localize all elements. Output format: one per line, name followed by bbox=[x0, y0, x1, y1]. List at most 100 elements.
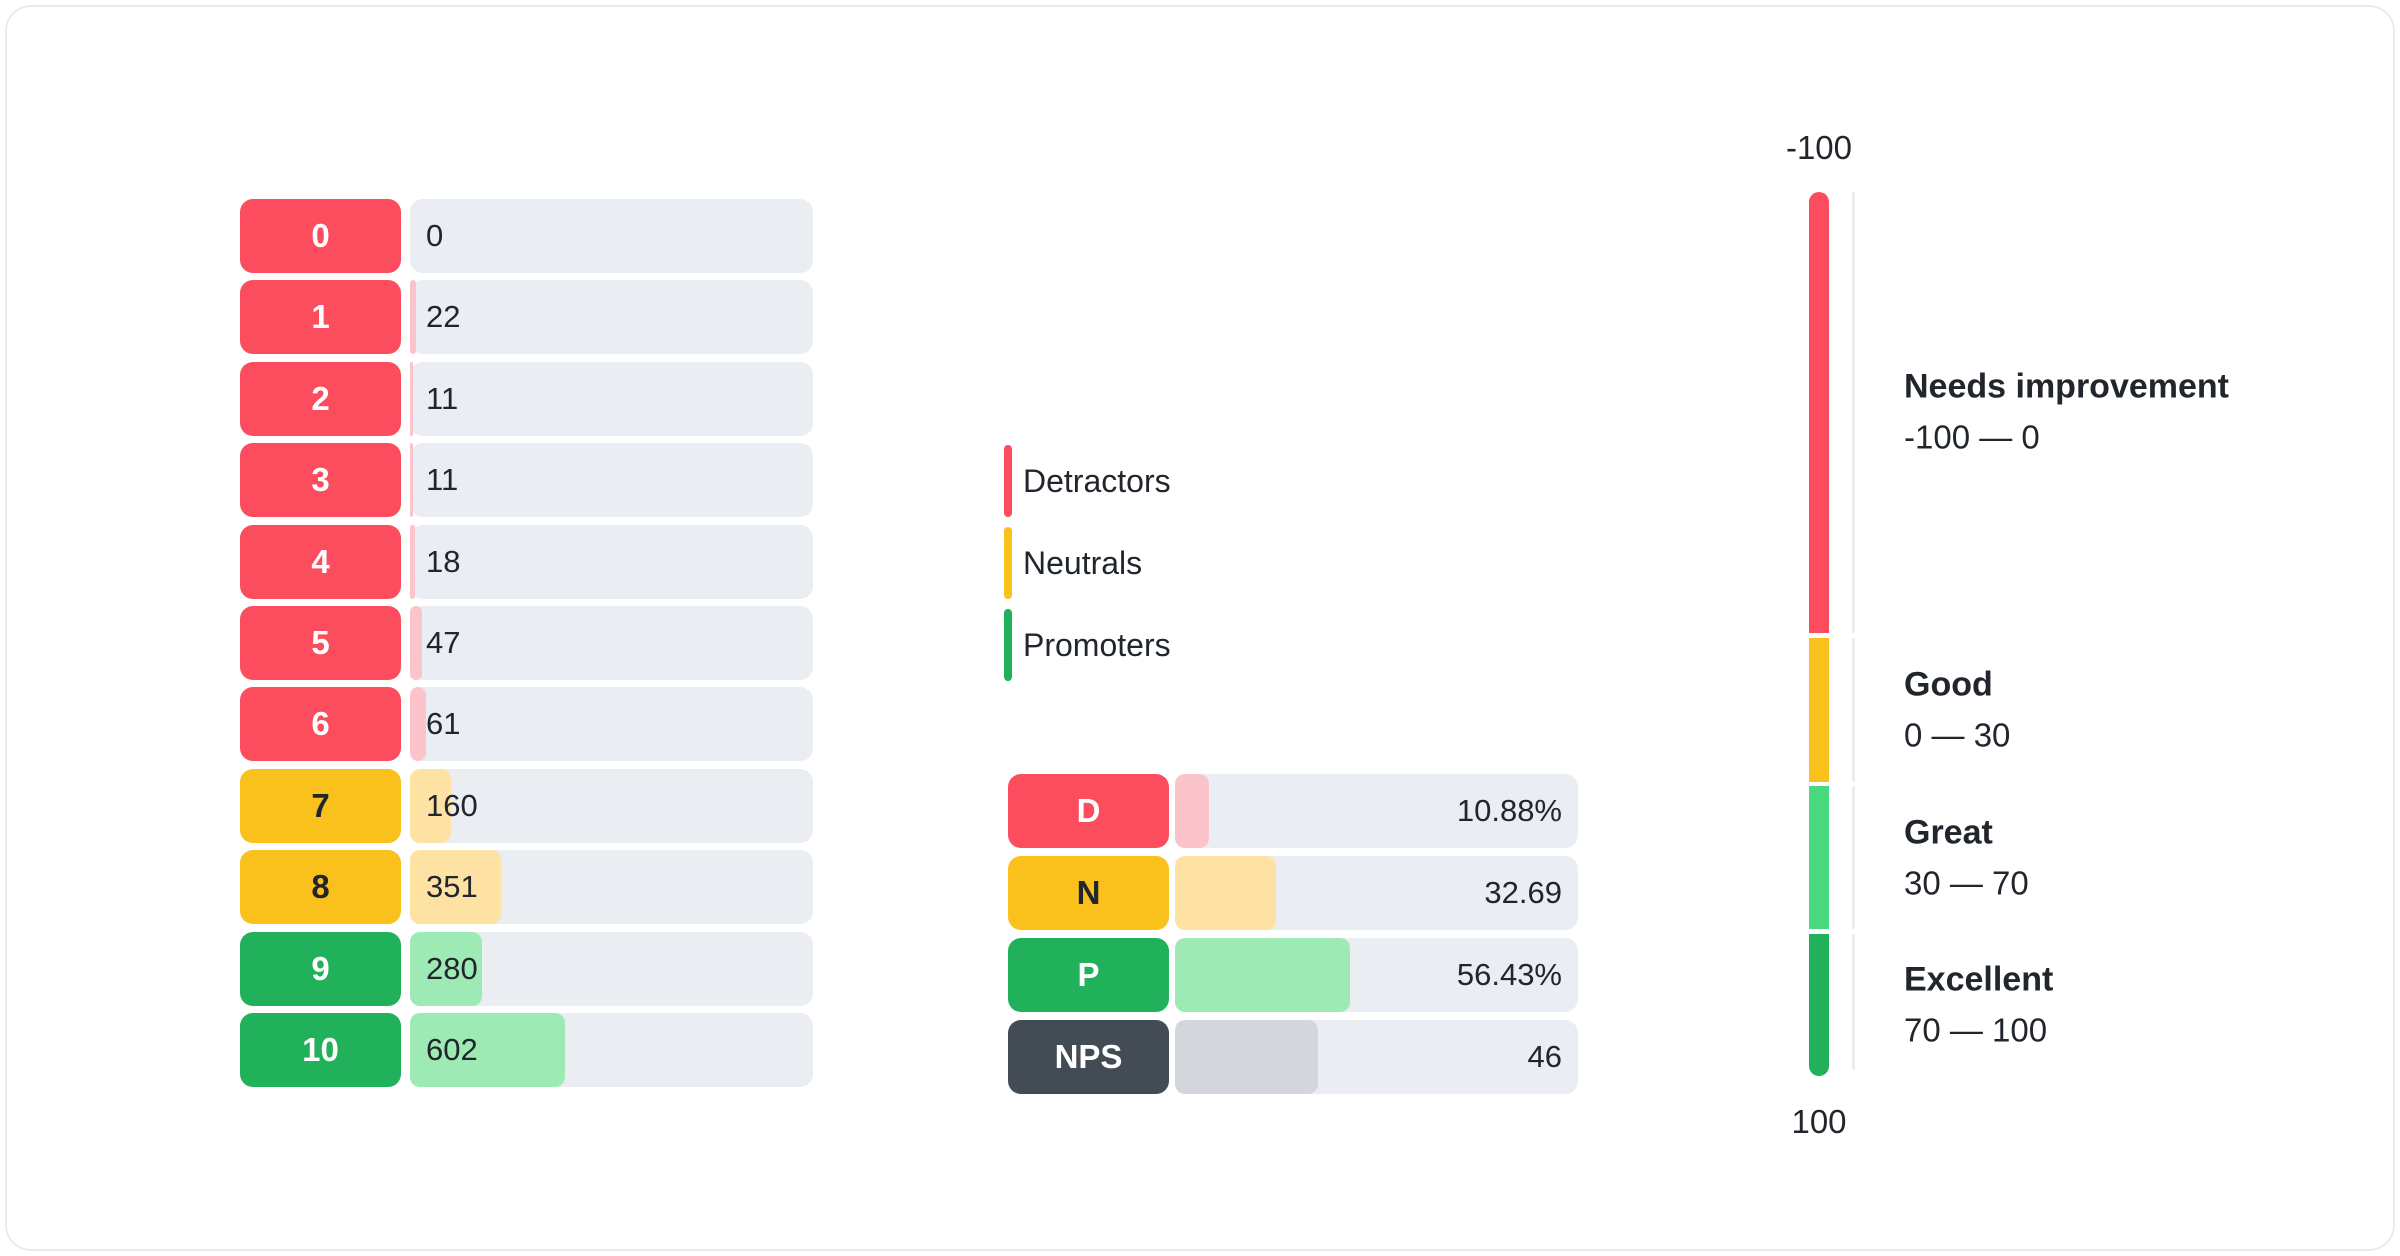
score-pill: 1 bbox=[240, 280, 401, 355]
score-pill: 7 bbox=[240, 768, 401, 843]
summary-track: 56.43% bbox=[1175, 938, 1578, 1012]
summary-pill-label: P bbox=[1077, 956, 1100, 993]
gauge-axis-segment bbox=[1852, 786, 1855, 930]
score-count: 47 bbox=[426, 624, 461, 660]
gauge-segment bbox=[1809, 637, 1829, 782]
gauge-section-title: Great bbox=[1904, 813, 1993, 852]
score-track: 280 bbox=[410, 931, 813, 1006]
score-count: 11 bbox=[426, 380, 459, 416]
score-track: 47 bbox=[410, 605, 813, 680]
score-fill bbox=[410, 361, 413, 436]
score-count: 160 bbox=[426, 787, 478, 823]
score-pill: 9 bbox=[240, 931, 401, 1006]
score-count: 18 bbox=[426, 543, 461, 579]
score-row: 7 160 bbox=[240, 768, 813, 843]
gauge-section-label: Excellent 70 — 100 bbox=[1904, 960, 2053, 1051]
summary-pill: P bbox=[1008, 938, 1169, 1012]
legend-swatch bbox=[1004, 445, 1012, 517]
gauge-segment bbox=[1809, 934, 1829, 1077]
summary-pill-label: N bbox=[1076, 874, 1101, 911]
score-row: 9 280 bbox=[240, 931, 813, 1006]
summary-fill bbox=[1175, 774, 1209, 848]
summary-row: N 32.69 bbox=[1008, 856, 1578, 930]
legend-label: Detractors bbox=[1023, 462, 1171, 499]
score-track: 18 bbox=[410, 524, 813, 599]
score-pill: 10 bbox=[240, 1012, 401, 1087]
gauge-axis-segment bbox=[1852, 934, 1855, 1071]
score-count: 22 bbox=[426, 299, 461, 335]
summary-fill bbox=[1175, 938, 1351, 1012]
score-row: 4 18 bbox=[240, 524, 813, 599]
score-track: 11 bbox=[410, 443, 813, 518]
gauge-segment bbox=[1809, 192, 1829, 633]
score-fill bbox=[410, 850, 501, 925]
gauge-max-label: 100 bbox=[1791, 1103, 1847, 1140]
score-fill bbox=[410, 443, 413, 518]
score-count: 351 bbox=[426, 869, 478, 905]
score-track: 61 bbox=[410, 687, 813, 762]
legend-swatch bbox=[1004, 609, 1012, 681]
legend-item: Detractors bbox=[1004, 445, 1171, 517]
score-pill-label: 6 bbox=[311, 705, 330, 743]
nps-gauge-bar bbox=[1809, 192, 1829, 1077]
score-fill bbox=[410, 768, 452, 843]
score-track: 602 bbox=[410, 1012, 813, 1087]
score-pill-label: 1 bbox=[311, 298, 330, 336]
nps-summary-chart: D 10.88% N 32.69 P 56.43% NPS 46 bbox=[1008, 774, 1578, 1094]
summary-pill: N bbox=[1008, 856, 1169, 930]
score-fill bbox=[410, 280, 416, 355]
gauge-section-range: -100 — 0 bbox=[1904, 418, 2040, 456]
score-pill-label: 3 bbox=[311, 461, 330, 499]
summary-row: D 10.88% bbox=[1008, 774, 1578, 848]
gauge-section-range: 30 — 70 bbox=[1904, 864, 2029, 902]
legend-label: Promoters bbox=[1023, 626, 1171, 663]
score-row: 0 0 bbox=[240, 199, 813, 273]
score-fill bbox=[410, 931, 483, 1006]
score-pill: 2 bbox=[240, 361, 401, 436]
score-pill-label: 0 bbox=[311, 217, 330, 254]
score-pill-label: 2 bbox=[311, 379, 330, 417]
score-pill-label: 7 bbox=[311, 786, 330, 824]
score-pill-label: 9 bbox=[311, 949, 330, 987]
summary-value: 46 bbox=[1527, 1039, 1562, 1074]
score-pill: 0 bbox=[240, 199, 401, 273]
gauge-section-label: Needs improvement -100 — 0 bbox=[1904, 367, 2229, 458]
score-row: 5 47 bbox=[240, 605, 813, 680]
score-track: 22 bbox=[410, 280, 813, 355]
summary-pill: D bbox=[1008, 774, 1169, 848]
summary-pill-label: D bbox=[1076, 792, 1101, 829]
score-track: 160 bbox=[410, 768, 813, 843]
summary-track: 32.69 bbox=[1175, 856, 1578, 930]
gauge-section-label: Good 0 — 30 bbox=[1904, 665, 2010, 756]
nps-gauge-axis-line bbox=[1852, 192, 1855, 1071]
score-pill-label: 8 bbox=[311, 868, 330, 906]
summary-value: 10.88% bbox=[1456, 793, 1562, 828]
legend-item: Promoters bbox=[1004, 609, 1171, 681]
gauge-axis-segment bbox=[1852, 192, 1855, 633]
score-count: 0 bbox=[426, 218, 444, 253]
gauge-section-range: 0 — 30 bbox=[1904, 716, 2011, 754]
summary-pill-label: NPS bbox=[1054, 1038, 1123, 1075]
score-track: 0 bbox=[410, 199, 813, 273]
score-row: 2 11 bbox=[240, 361, 813, 436]
score-track: 11 bbox=[410, 361, 813, 436]
score-row: 8 351 bbox=[240, 850, 813, 925]
gauge-axis-segment bbox=[1852, 637, 1855, 782]
summary-track: 10.88% bbox=[1175, 774, 1578, 848]
score-count: 61 bbox=[426, 706, 461, 742]
summary-value: 32.69 bbox=[1484, 875, 1562, 910]
score-pill: 3 bbox=[240, 443, 401, 518]
score-pill: 8 bbox=[240, 850, 401, 925]
score-pill: 4 bbox=[240, 524, 401, 599]
gauge-section-title: Excellent bbox=[1904, 960, 2054, 999]
summary-track: 46 bbox=[1175, 1020, 1578, 1094]
score-count: 11 bbox=[426, 462, 459, 498]
score-fill bbox=[410, 524, 415, 599]
legend-item: Neutrals bbox=[1004, 527, 1171, 599]
nps-report-card: 0 0 1 22 2 11 3 11 4 bbox=[5, 5, 2395, 1251]
score-track: 351 bbox=[410, 850, 813, 925]
legend-swatch bbox=[1004, 527, 1012, 599]
score-row: 1 22 bbox=[240, 280, 813, 355]
summary-row: NPS 46 bbox=[1008, 1020, 1578, 1094]
score-pill: 5 bbox=[240, 605, 401, 680]
